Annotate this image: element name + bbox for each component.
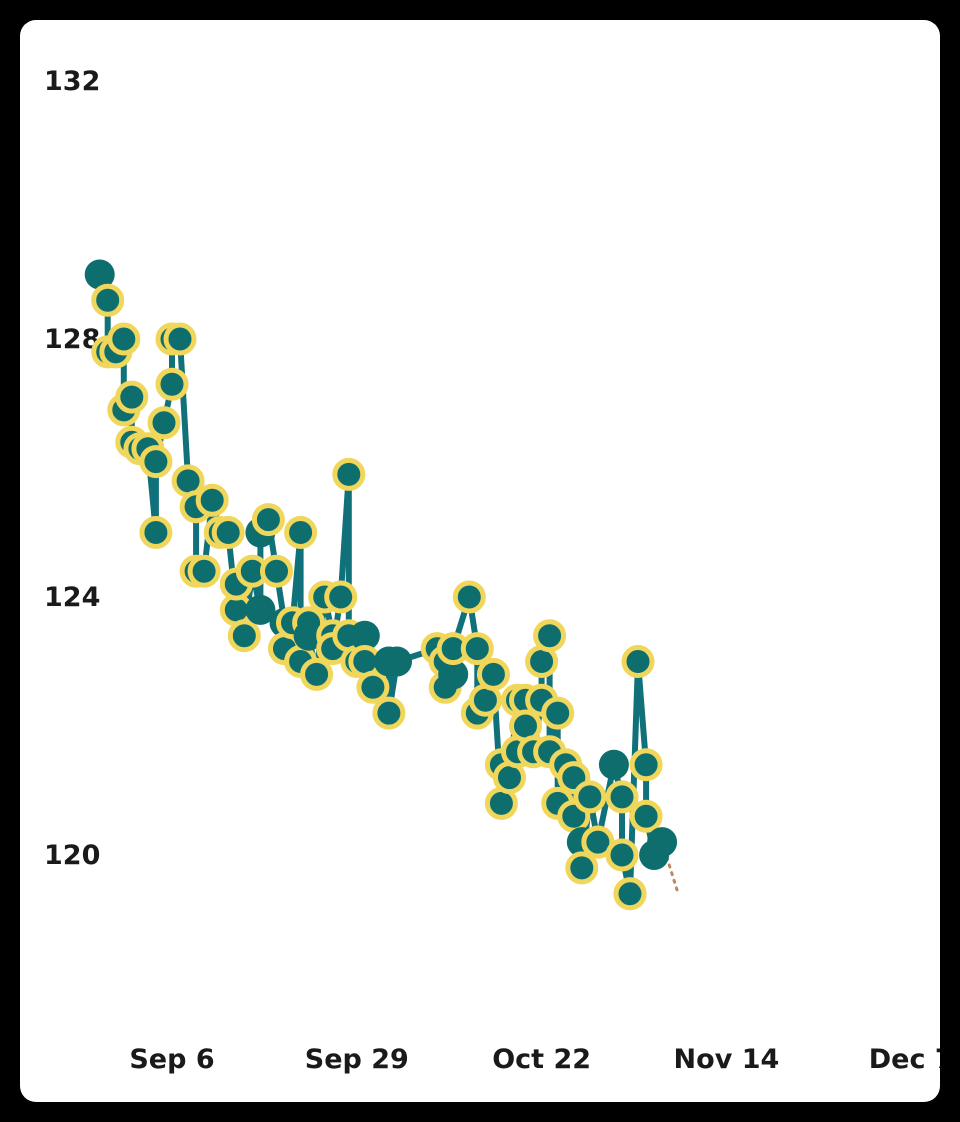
data-point [647,827,678,858]
data-point [300,657,334,691]
data-point [621,645,655,678]
data-point [245,594,276,625]
weight-chart: 132 128 124 120 Sep 6 Sep 29 Oct 22 Nov 14 Dec … [44,66,940,1075]
data-point [284,516,318,549]
data-point [147,406,181,440]
x-tick-label: Dec 7 [869,1044,940,1075]
data-point [629,748,663,782]
y-tick-label: 120 [44,840,100,871]
data-point [541,696,575,730]
data-point [356,670,390,704]
data-point [613,877,647,911]
data-point [476,657,510,691]
x-axis-ticks: Sep 6 Sep 29 Oct 22 Nov 14 Dec 7 [129,1044,940,1075]
data-point [227,619,261,653]
data-point [84,259,115,290]
data-point [187,554,221,588]
data-point [349,620,380,651]
data-point [372,696,406,730]
x-tick-label: Nov 14 [674,1044,780,1075]
y-tick-label: 124 [44,582,100,613]
data-point [139,516,173,549]
chart-card: 132 128 124 120 Sep 6 Sep 29 Oct 22 Nov 14 Dec … [20,20,940,1102]
x-tick-label: Sep 6 [129,1044,214,1075]
data-point [565,851,599,885]
data-point [629,799,663,833]
data-point [324,580,358,614]
data-point [139,445,173,479]
data-point [293,620,324,651]
data-point [605,780,639,814]
data-point [115,380,149,414]
x-tick-label: Oct 22 [492,1044,591,1075]
data-point [260,554,293,588]
data-point [163,322,197,356]
data-points [84,259,678,911]
y-tick-label: 132 [44,66,100,97]
data-point [452,580,486,614]
data-point [382,646,412,677]
data-point [91,283,125,317]
data-point [107,322,141,356]
data-point [605,838,639,872]
data-point [211,516,245,549]
data-point [332,457,366,491]
data-point [251,503,285,537]
data-point [460,632,494,666]
data-point [573,780,607,814]
data-point [533,619,567,653]
data-point [155,367,189,401]
y-axis-ticks: 132 128 124 120 [44,66,100,871]
data-point [598,749,629,780]
y-tick-label: 128 [44,324,100,355]
data-point [438,659,469,690]
x-tick-label: Sep 29 [305,1044,409,1075]
data-point [195,483,229,517]
